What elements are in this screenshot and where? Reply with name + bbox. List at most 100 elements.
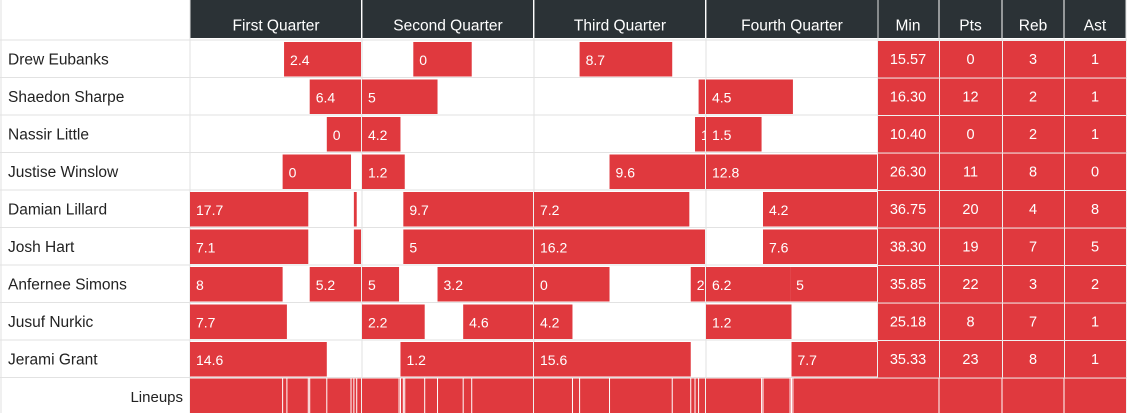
stint-label: 7.2 (540, 202, 560, 218)
stat-value-reb: 7 (1029, 314, 1037, 330)
stat-value-pts: 22 (962, 277, 978, 293)
quarter-header-1: First Quarter (233, 18, 320, 35)
stint-bar (403, 229, 533, 264)
stint-bar (190, 192, 309, 227)
stat-cell (878, 41, 939, 78)
stat-value-min: 15.57 (890, 52, 926, 68)
stat-value-min: 36.75 (890, 202, 926, 218)
player-name: Jerami Grant (8, 351, 98, 368)
stat-cell (1003, 116, 1064, 153)
stat-value-pts: 0 (966, 127, 974, 143)
stint-bar (763, 229, 877, 264)
stat-value-min: 25.18 (890, 314, 926, 330)
stint-label: 8 (196, 277, 204, 293)
player-name: Shaedon Sharpe (8, 89, 124, 106)
stint-label: 9.7 (409, 202, 429, 218)
stat-value-ast: 1 (1091, 89, 1099, 105)
stat-cell (1065, 78, 1126, 115)
stat-value-pts: 23 (962, 352, 978, 368)
stint-bar (706, 304, 792, 339)
stint-bar (579, 42, 673, 77)
stat-value-min: 35.85 (890, 277, 926, 293)
stint-bar (706, 79, 793, 114)
stat-value-ast: 1 (1091, 352, 1099, 368)
stint-bar (190, 267, 283, 302)
stat-value-min: 10.40 (890, 127, 926, 143)
stat-cell (1065, 266, 1126, 303)
stint-label: 16.2 (540, 239, 567, 255)
stint-bar (362, 117, 401, 152)
lineups-quarter-bar (362, 378, 533, 413)
stint-label: 5.2 (316, 277, 336, 293)
stint-bar (353, 229, 361, 264)
stint-label: 1.2 (406, 352, 426, 368)
stat-cell (940, 41, 1002, 78)
stat-cell (1065, 41, 1126, 78)
stint-bar (790, 267, 877, 302)
stat-value-reb: 7 (1029, 239, 1037, 255)
stint-bar (326, 117, 361, 152)
stat-cell (1003, 153, 1064, 190)
stint-bar (706, 267, 791, 302)
stint-label: 5 (368, 277, 376, 293)
stat-header-ast: Ast (1084, 18, 1107, 35)
stat-cell (940, 303, 1002, 340)
stint-label: 14.6 (196, 352, 223, 368)
stat-cell (878, 228, 939, 265)
stint-label: 4.2 (769, 202, 789, 218)
stat-value-min: 35.33 (890, 352, 926, 368)
stint-bar (609, 154, 705, 189)
stint-label: 6.4 (316, 89, 336, 105)
stat-cell (1065, 191, 1126, 228)
stat-value-pts: 19 (962, 239, 978, 255)
stint-bar (463, 304, 533, 339)
lineups-label: Lineups (130, 389, 183, 406)
stat-value-pts: 8 (966, 314, 974, 330)
stat-cell (1065, 153, 1126, 190)
stat-cell (940, 153, 1002, 190)
stat-cell (878, 191, 939, 228)
stat-cell (878, 341, 939, 378)
stint-bar (534, 192, 690, 227)
stint-bar (362, 154, 405, 189)
stint-label: 2 (697, 277, 705, 293)
stat-header-reb: Reb (1019, 18, 1047, 35)
stint-bar (284, 42, 361, 77)
stint-bar (534, 304, 573, 339)
stat-value-reb: 3 (1029, 277, 1037, 293)
quarter-header-4: Fourth Quarter (741, 18, 843, 35)
stint-label: 0 (289, 164, 297, 180)
stat-header-pts: Pts (959, 18, 982, 35)
stint-label: 2.4 (290, 52, 310, 68)
stat-value-ast: 2 (1091, 277, 1099, 293)
stint-bar (534, 267, 610, 302)
stint-label: 7.1 (196, 239, 216, 255)
stint-label: 3.2 (444, 277, 464, 293)
stint-bar (791, 342, 877, 377)
stint-bar (534, 342, 691, 377)
stat-cell (878, 78, 939, 115)
stat-cell (940, 228, 1002, 265)
stat-cell (1003, 228, 1064, 265)
stint-label: 15.6 (540, 352, 567, 368)
stint-bar (282, 154, 352, 189)
player-name: Josh Hart (8, 239, 75, 256)
stat-value-reb: 2 (1029, 127, 1037, 143)
stat-cell (1003, 41, 1064, 78)
stint-label: 5 (409, 239, 417, 255)
stint-bar (413, 42, 472, 77)
stat-value-ast: 1 (1091, 127, 1099, 143)
stat-cell (878, 266, 939, 303)
stint-label: 0 (540, 277, 548, 293)
stint-label: 7.7 (798, 352, 818, 368)
stat-value-pts: 0 (966, 52, 974, 68)
player-name: Jusuf Nurkic (8, 314, 94, 331)
stint-bar (190, 229, 309, 264)
stint-label: 2.2 (368, 314, 388, 330)
stint-label: 17.7 (196, 202, 223, 218)
stint-bar (695, 117, 705, 152)
lineups-quarter-bar (534, 378, 705, 413)
stint-label: 4.2 (540, 314, 560, 330)
stint-label: 5 (368, 89, 376, 105)
